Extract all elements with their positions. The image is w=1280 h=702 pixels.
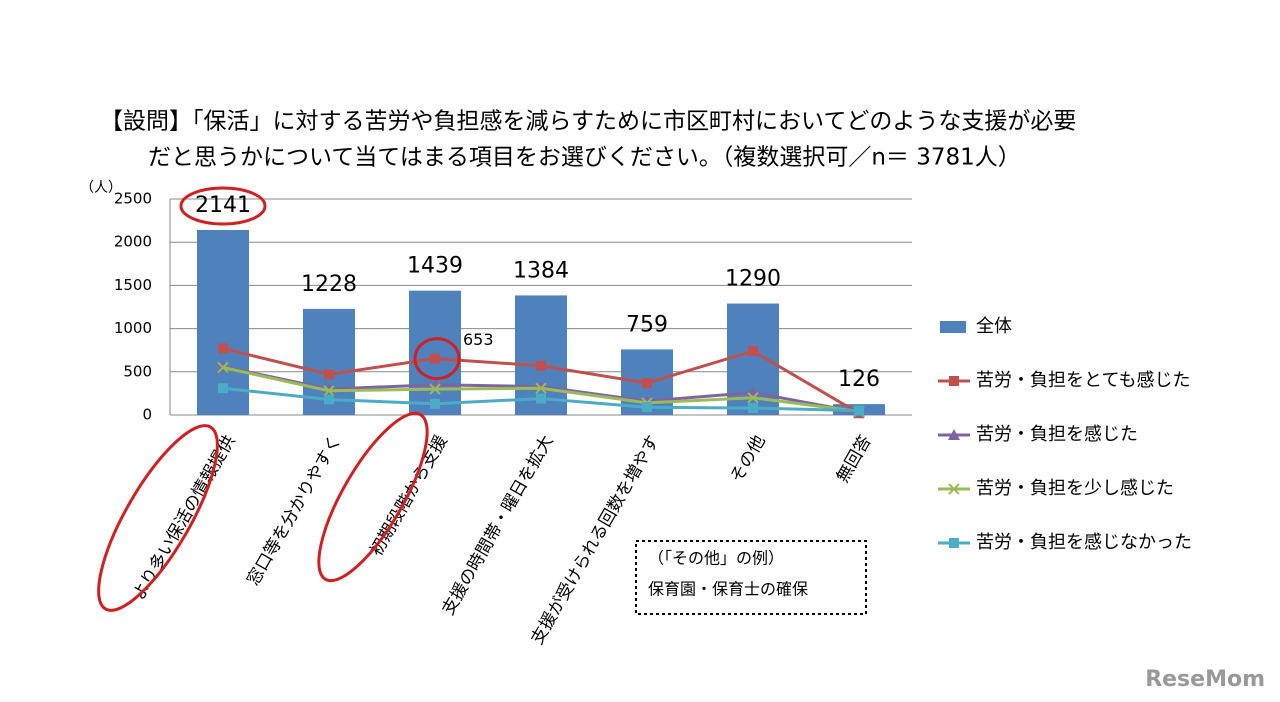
data-label: 1384 xyxy=(513,258,569,283)
data-label: 653 xyxy=(463,330,494,349)
data-label: 1228 xyxy=(301,272,357,297)
watermark: ReseMom xyxy=(1145,667,1265,692)
legend-label: 苦労・負担をとても感じた xyxy=(976,370,1191,391)
annotation: 保育園・保育士の確保 xyxy=(648,580,808,599)
highlight xyxy=(97,424,219,612)
marker xyxy=(642,378,652,389)
legend-label: 苦労・負担を感じた xyxy=(976,424,1138,445)
x-tick-label: 無回答 xyxy=(833,432,876,486)
marker xyxy=(535,382,547,394)
data-label: 126 xyxy=(838,367,880,392)
chart-title: 【設問】「保活」に対する苦労や負担感を減らすために市区町村においてどのような支援… xyxy=(100,109,1076,135)
y-tick-label: 2000 xyxy=(114,233,152,251)
x-tick-label: 窓口等を分かりやすく xyxy=(243,432,345,589)
marker xyxy=(748,346,758,357)
legend-label: 全体 xyxy=(976,316,1012,337)
data-label: 1290 xyxy=(725,267,781,292)
marker xyxy=(217,361,229,374)
highlight xyxy=(179,186,267,226)
data-label: 2141 xyxy=(195,193,251,218)
marker xyxy=(948,483,960,495)
marker xyxy=(948,429,960,440)
marker xyxy=(429,383,441,395)
legend-label: 苦労・負担を感じなかった xyxy=(976,532,1192,553)
y-tick-label: 1000 xyxy=(114,319,152,337)
marker xyxy=(854,405,864,416)
y-tick-label: 2500 xyxy=(114,190,152,208)
marker xyxy=(323,385,335,397)
highlight xyxy=(413,337,461,381)
marker xyxy=(430,353,440,364)
marker xyxy=(536,393,546,404)
highlight xyxy=(317,411,429,583)
marker xyxy=(536,360,546,371)
bar xyxy=(409,290,461,415)
y-tick-label: 1500 xyxy=(114,276,152,294)
marker xyxy=(430,398,440,409)
y-tick-label: 0 xyxy=(142,406,152,424)
marker xyxy=(324,369,334,380)
legend-swatch xyxy=(940,321,966,333)
marker xyxy=(949,376,959,386)
marker xyxy=(324,394,334,405)
data-label: 759 xyxy=(626,312,668,337)
y-tick-label: 500 xyxy=(123,362,152,380)
y-axis-label: （人） xyxy=(80,180,122,196)
marker xyxy=(218,383,228,394)
marker xyxy=(748,403,758,414)
x-tick-label: 支援の時間帯・曜日を拡大 xyxy=(438,432,557,619)
data-label: 1439 xyxy=(407,254,463,279)
annotation: （「その他」の例） xyxy=(648,549,784,568)
x-tick-label: より多い保活の情報提供 xyxy=(129,432,240,604)
x-tick-label: その他 xyxy=(727,432,770,486)
legend-label: 苦労・負担を少し感じた xyxy=(976,478,1174,499)
marker xyxy=(747,392,759,404)
chart-title: だと思うかについて当てはまる項目をお選びください。（複数選択可／n＝ 3781人… xyxy=(148,145,1021,171)
marker xyxy=(218,343,228,354)
marker xyxy=(949,538,959,548)
marker xyxy=(642,402,652,413)
annotation-box xyxy=(635,540,867,615)
